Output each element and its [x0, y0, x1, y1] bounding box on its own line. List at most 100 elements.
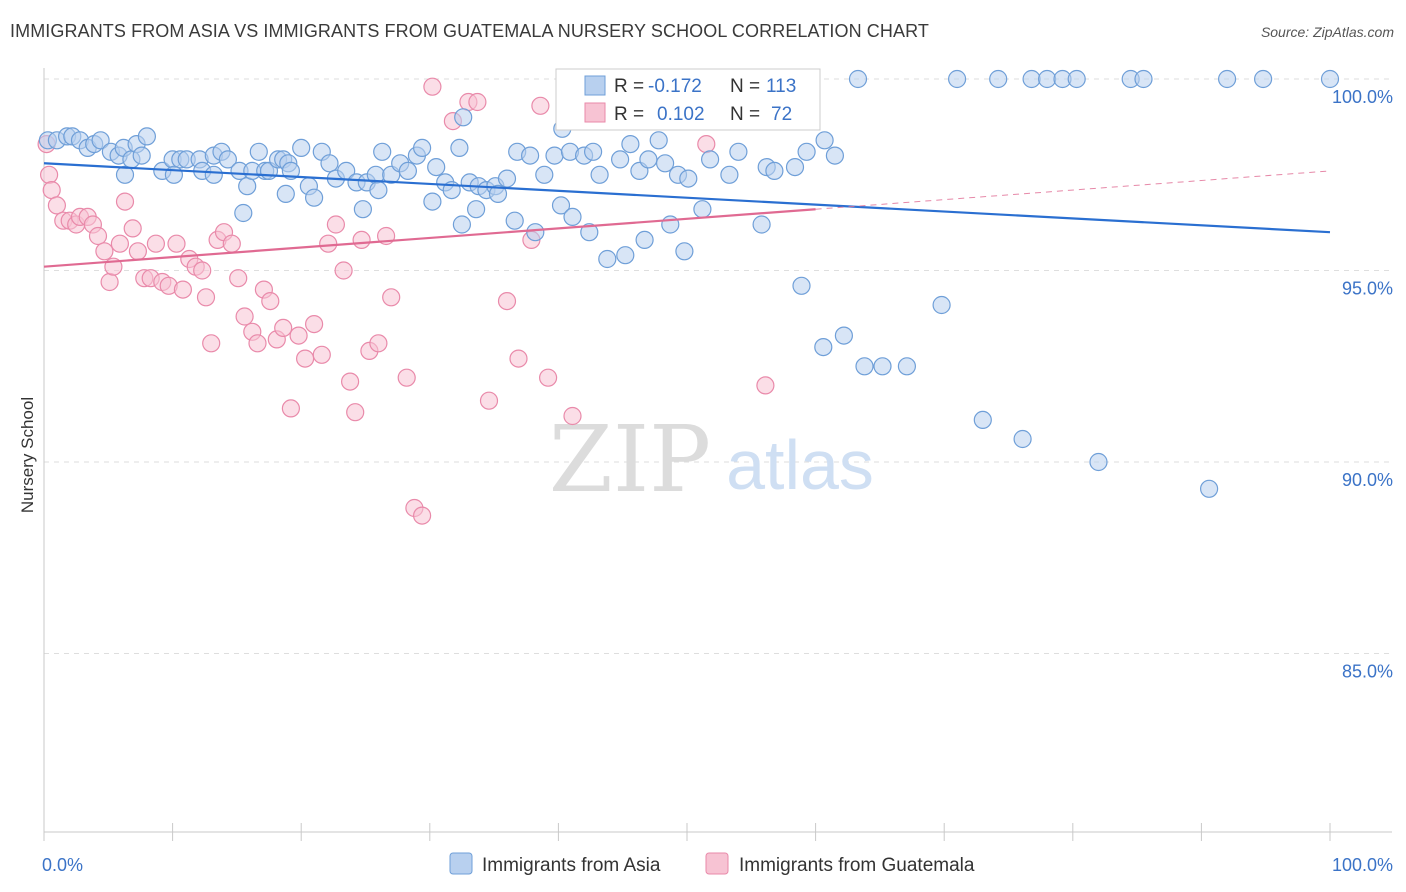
asia-point-43 — [373, 142, 392, 161]
guatemala-point-38 — [261, 292, 280, 311]
asia-point-126 — [1022, 69, 1041, 89]
legend-r-label-1: R = — [614, 76, 644, 97]
guatemala-point-43 — [296, 349, 315, 368]
asia-point-60 — [535, 165, 554, 184]
y-tick-label-0: 100.0% — [1332, 87, 1393, 107]
asia-point-65 — [583, 142, 603, 161]
asia-point-59 — [520, 146, 540, 165]
guatemala-point-71 — [756, 376, 775, 395]
asia-point-102 — [616, 246, 635, 265]
asia-point-116 — [1013, 429, 1032, 449]
asia-point-123 — [848, 69, 868, 89]
asia-point-84 — [115, 165, 135, 184]
asia-point-75 — [700, 150, 720, 169]
asia-point-103 — [635, 230, 654, 249]
asia-point-108 — [792, 276, 811, 295]
asia-point-87 — [234, 203, 253, 223]
y-axis-label: Nursery School — [18, 397, 37, 513]
guatemala-point-44 — [305, 315, 324, 334]
asia-point-96 — [505, 211, 524, 230]
asia-point-57 — [497, 169, 517, 188]
asia-point-67 — [610, 150, 630, 169]
asia-point-100 — [580, 223, 599, 242]
guatemala-point-10 — [88, 226, 108, 246]
legend-n-label-2: N = — [730, 104, 760, 125]
asia-point-74 — [679, 169, 698, 188]
asia-point-68 — [621, 135, 640, 154]
guatemala-point-67 — [531, 96, 550, 115]
asia-point-101 — [598, 249, 617, 269]
asia-point-25 — [238, 177, 257, 196]
asia-point-115 — [973, 410, 992, 429]
guatemala-point-64 — [497, 292, 517, 311]
asia-point-107 — [752, 215, 771, 234]
chart-title: IMMIGRANTS FROM ASIA VS IMMIGRANTS FROM … — [10, 21, 929, 41]
guatemala-point-2 — [42, 181, 61, 200]
guatemala-point-29 — [202, 334, 221, 353]
series-legend: Immigrants from Asia Immigrants from Gua… — [449, 852, 975, 876]
watermark-atlas: atlas — [726, 426, 874, 504]
legend-n-label-1: N = — [730, 76, 760, 97]
asia-point-105 — [675, 242, 694, 261]
guatemala-point-55 — [382, 288, 401, 307]
asia-point-92 — [423, 192, 442, 211]
asia-point-129 — [1067, 69, 1086, 89]
guatemala-point-47 — [326, 215, 345, 234]
guatemala-point-1 — [39, 165, 59, 184]
asia-point-14 — [132, 146, 151, 165]
asia-point-66 — [590, 165, 609, 184]
trend-lines — [43, 162, 1331, 268]
guatemala-point-17 — [128, 242, 147, 261]
guatemala-point-46 — [319, 234, 338, 253]
guatemala-point-12 — [100, 272, 119, 292]
asia-point-34 — [292, 138, 311, 157]
legend-n-value-2: 72 — [771, 104, 792, 125]
guatemala-trend-line — [43, 208, 816, 268]
guatemala-point-34 — [235, 307, 254, 326]
legend-r-value-2: 0.102 — [657, 104, 705, 125]
guatemala-point-14 — [110, 234, 130, 253]
asia-point-109 — [814, 338, 833, 357]
asia-point-82 — [815, 131, 834, 150]
asia-point-106 — [693, 200, 712, 219]
asia-point-89 — [305, 188, 324, 207]
asia-point-27 — [249, 142, 268, 161]
asia-point-79 — [765, 161, 784, 180]
guatemala-point-48 — [334, 261, 353, 280]
guatemala-point-51 — [352, 230, 371, 249]
asia-point-7 — [91, 131, 110, 150]
asia-point-131 — [1134, 69, 1153, 89]
guatemala-point-32 — [222, 234, 241, 253]
asia-point-112 — [873, 357, 892, 376]
guatemala-point-59 — [423, 77, 442, 96]
asia-point-98 — [551, 196, 571, 215]
guatemala-point-68 — [538, 368, 558, 387]
asia-point-117 — [1089, 452, 1108, 472]
guatemala-trend-extension — [815, 170, 1331, 210]
guatemala-point-33 — [229, 269, 248, 288]
series-legend-swatch-guatemala — [705, 852, 729, 875]
asia-point-46 — [398, 161, 417, 180]
asia-point-37 — [320, 154, 339, 173]
asia-point-132 — [1217, 69, 1237, 89]
legend-r-value-1: -0.172 — [648, 76, 702, 97]
asia-point-133 — [1253, 69, 1273, 89]
asia-point-93 — [452, 215, 471, 234]
legend-swatch-guatemala — [584, 102, 606, 123]
guatemala-point-65 — [509, 349, 528, 368]
series-legend-asia: Immigrants from Asia — [482, 855, 661, 876]
guatemala-point-23 — [167, 234, 186, 253]
guatemala-point-3 — [47, 196, 67, 215]
asia-point-111 — [855, 357, 874, 376]
asia-point-70 — [639, 150, 658, 169]
axes — [43, 68, 1392, 841]
guatemala-point-58 — [413, 506, 432, 525]
guatemala-point-50 — [346, 403, 365, 422]
asia-point-13 — [137, 127, 156, 146]
asia-point-94 — [467, 200, 486, 219]
guatemala-point-40 — [274, 318, 293, 337]
watermark: ZIP atlas — [549, 406, 874, 513]
asia-point-114 — [932, 295, 951, 315]
guatemala-point-36 — [248, 334, 267, 353]
